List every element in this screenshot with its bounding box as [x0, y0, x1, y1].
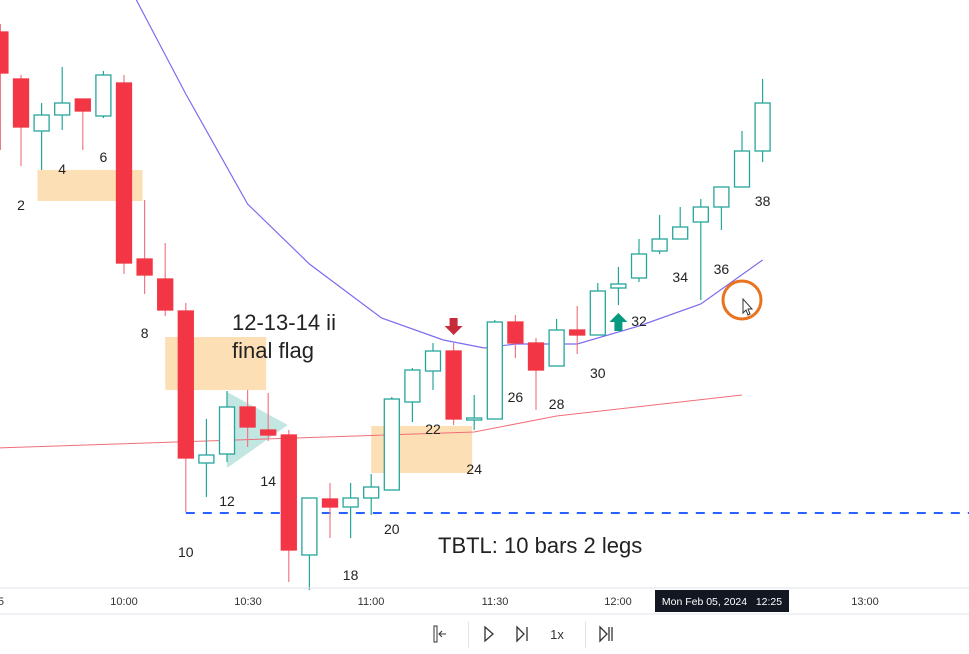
candle-up [383, 398, 400, 491]
buy-arrow-icon [609, 313, 628, 331]
candle-down [74, 98, 91, 112]
bar-number-label: 24 [466, 461, 482, 477]
candle-down [280, 434, 297, 551]
crosshair-time-label-bg [655, 590, 789, 612]
time-tick-label: 12:00 [604, 596, 632, 608]
bar-number-label: 36 [714, 261, 730, 277]
triangle-pattern [227, 392, 288, 468]
bar-number-label: 10 [178, 544, 194, 560]
separator [468, 622, 469, 648]
candle-up [754, 102, 771, 152]
ema-slow-line [0, 394, 743, 449]
candle-up [486, 321, 503, 420]
mouse-cursor-icon [742, 297, 754, 316]
candle-down [12, 78, 30, 128]
bar-number-label: 32 [631, 313, 647, 329]
bar-number-label: 12 [219, 493, 235, 509]
candle-up [218, 406, 236, 455]
time-tick-label: 10:30 [234, 596, 262, 608]
candle-up [198, 454, 215, 464]
play-icon[interactable] [480, 624, 498, 646]
candle-down [445, 350, 462, 420]
candle-down [0, 31, 9, 74]
candle-up [692, 206, 709, 223]
bar-number-label: 22 [425, 421, 441, 437]
candle-up [466, 417, 483, 421]
annotation-flag-line1: 12-13-14 ii [232, 310, 336, 335]
time-tick-label: 11:00 [358, 596, 385, 608]
bar-number-label: 38 [755, 193, 771, 209]
bar-number-label: 28 [549, 396, 565, 412]
candle-up [548, 329, 565, 367]
bar-number-label: 34 [672, 269, 688, 285]
candle-up [610, 283, 627, 289]
bar-number-label: 4 [58, 161, 66, 177]
crosshair-time-label: Mon Feb 05, 2024 12:25 [662, 596, 782, 608]
ema-fast-line [135, 0, 763, 349]
time-tick-label: 5 [0, 596, 4, 608]
candle-up [651, 238, 668, 252]
candle-down [177, 310, 194, 459]
separator [585, 622, 586, 648]
jump-to-start-icon[interactable] [430, 624, 450, 646]
candle-up [342, 497, 359, 508]
candle-up [672, 226, 689, 240]
time-tick-label: 13:00 [851, 596, 879, 608]
jump-to-realtime-icon[interactable] [597, 624, 615, 646]
bar-number-label: 26 [508, 389, 524, 405]
candle-down [527, 342, 545, 371]
bar-number-label: 20 [384, 521, 400, 537]
annotation-flag-line2: final flag [232, 338, 314, 363]
candle-up [33, 114, 50, 132]
candle-up [54, 102, 71, 116]
candle-up [95, 74, 112, 117]
candle-up [363, 486, 380, 499]
candle-down [507, 321, 524, 344]
candle-up [404, 369, 421, 403]
candle-down [157, 278, 174, 311]
candle-down [321, 498, 339, 508]
time-tick-label: 11:30 [482, 596, 509, 608]
step-forward-icon[interactable] [513, 624, 531, 646]
annotation-tbtl: TBTL: 10 bars 2 legs [438, 533, 642, 558]
candle-up [713, 186, 730, 208]
time-axis[interactable]: 5 10:00 10:30 11:00 11:30 12:00 13:00 [0, 596, 879, 608]
bar-number-label: 18 [343, 567, 359, 583]
bar-number-label: 6 [100, 149, 108, 165]
candle-down [260, 429, 277, 436]
candle-up [424, 350, 442, 372]
candle-down [136, 258, 153, 276]
bar-number-label: 8 [141, 325, 149, 341]
candle-down [115, 82, 133, 264]
candle-up [733, 150, 751, 188]
speed-button[interactable]: 1x [550, 627, 564, 642]
bar-number-label: 30 [590, 365, 606, 381]
candle-down [569, 329, 586, 336]
sell-arrow-icon [444, 318, 463, 335]
bar-number-label: 14 [260, 473, 276, 489]
candle-up [589, 290, 606, 336]
candle-up [630, 253, 648, 279]
candle-up [301, 497, 318, 556]
bar-number-label: 2 [17, 197, 25, 213]
candle-down [239, 406, 256, 428]
cursor-highlight-circle [721, 279, 763, 321]
replay-controls: 1x [0, 616, 969, 654]
time-tick-label: 10:00 [110, 596, 138, 608]
